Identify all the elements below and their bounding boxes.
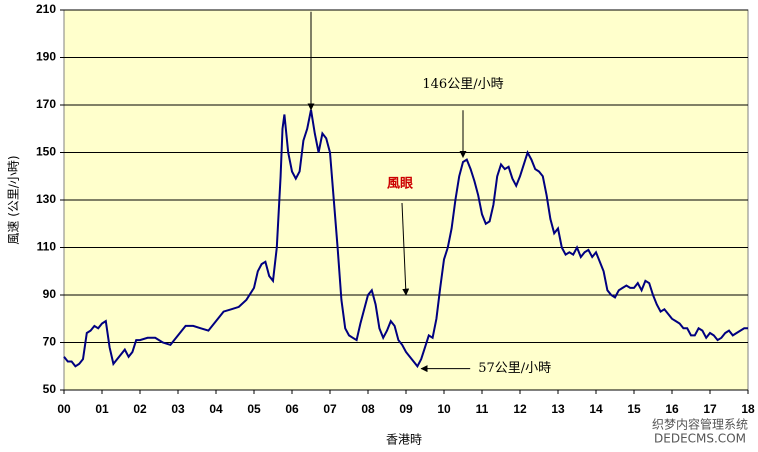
x-tick-label: 16 xyxy=(665,402,679,416)
y-tick-label: 210 xyxy=(36,2,56,16)
x-tick-label: 17 xyxy=(703,402,717,416)
watermark: 织梦内容管理系统 xyxy=(652,417,748,432)
x-tick-label: 11 xyxy=(476,402,489,416)
y-tick-label: 90 xyxy=(43,287,57,301)
x-tick-label: 03 xyxy=(171,402,185,416)
x-tick-label: 02 xyxy=(133,402,147,416)
x-tick-label: 15 xyxy=(627,402,641,416)
x-tick-label: 00 xyxy=(57,402,71,416)
x-tick-label: 08 xyxy=(361,402,375,416)
y-tick-label: 170 xyxy=(36,97,56,111)
x-tick-label: 06 xyxy=(285,402,299,416)
y-tick-label: 150 xyxy=(36,145,56,159)
y-tick-label: 110 xyxy=(37,240,57,254)
annotation: 風眼 xyxy=(387,177,414,192)
x-tick-label: 05 xyxy=(247,402,261,416)
x-tick-label: 13 xyxy=(551,402,565,416)
y-tick-label: 50 xyxy=(43,382,57,396)
x-tick-label: 10 xyxy=(437,402,451,416)
x-tick-label: 01 xyxy=(95,402,109,416)
x-tick-label: 07 xyxy=(323,402,337,416)
watermark: DEDECMS.COM xyxy=(654,432,746,446)
annotation: 57公里/小時 xyxy=(478,361,551,376)
x-axis-label: 香港時 xyxy=(386,433,422,447)
x-tick-label: 09 xyxy=(399,402,413,416)
annotation-arrow xyxy=(401,202,410,296)
y-tick-label: 70 xyxy=(43,335,57,349)
data-line xyxy=(63,109,748,369)
x-tick-label: 12 xyxy=(513,402,527,416)
y-axis-label: 風速 (公里/小時) xyxy=(7,155,21,244)
y-tick-label: 130 xyxy=(36,192,56,206)
y-tick-label: 190 xyxy=(36,50,56,64)
x-tick-label: 18 xyxy=(741,402,755,416)
x-tick-label: 04 xyxy=(209,402,223,416)
x-tick-label: 14 xyxy=(589,402,603,416)
annotation: 146公里/小時 xyxy=(422,77,503,92)
